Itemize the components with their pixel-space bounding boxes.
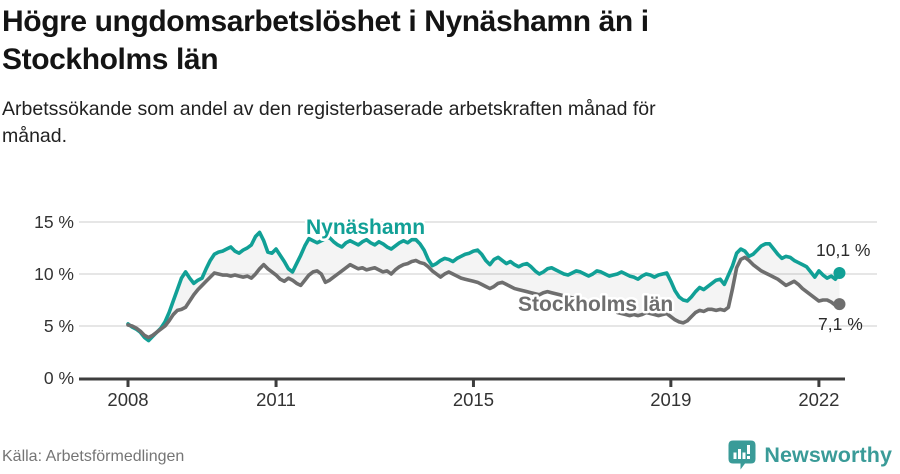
end-value-label-nynashamn: 10,1 % bbox=[816, 240, 870, 260]
x-tick-label-2022: 2022 bbox=[798, 389, 839, 410]
newsworthy-logo-icon bbox=[728, 440, 756, 470]
series-label-nynashamn: Nynäshamn bbox=[306, 216, 425, 239]
x-tick-label-2015: 2015 bbox=[453, 389, 494, 410]
subtitle-line-1: Arbetssökande som andel av den registerb… bbox=[2, 98, 656, 120]
end-dot-stockholms-lan bbox=[833, 298, 846, 311]
source-attribution: Källa: Arbetsförmedlingen bbox=[2, 448, 185, 465]
title-line-1: Högre ungdomsarbetslöshet i Nynäshamn än… bbox=[2, 5, 649, 38]
y-tick-label-0: 0 % bbox=[44, 368, 74, 388]
chart-header: Högre ungdomsarbetslöshet i Nynäshamn än… bbox=[2, 0, 862, 150]
newsworthy-wordmark: Newsworthy bbox=[764, 442, 892, 467]
chart-footer: Källa: Arbetsförmedlingen Newsworthy bbox=[0, 436, 900, 474]
newsworthy-brand: Newsworthy bbox=[728, 440, 892, 470]
x-tick-label-2011: 2011 bbox=[256, 389, 296, 410]
series-line-nynashamn bbox=[126, 230, 842, 343]
page-title: Högre ungdomsarbetslöshet i Nynäshamn än… bbox=[2, 3, 862, 79]
y-tick-label-10: 10 % bbox=[34, 264, 74, 284]
series-line-stockholms-lan bbox=[126, 255, 842, 340]
title-line-2: Stockholms län bbox=[2, 43, 219, 76]
line-chart: 2008 2011 2015 2019 2022 0 % 5 % 10 % 15 % Nynäsh… bbox=[0, 190, 900, 420]
end-value-label-stockholms-lan: 7,1 % bbox=[818, 314, 863, 334]
end-dot-nynashamn bbox=[833, 266, 846, 279]
x-tick-label-2008: 2008 bbox=[107, 389, 148, 410]
y-tick-label-5: 5 % bbox=[44, 316, 74, 336]
subtitle-line-2: månad. bbox=[2, 125, 68, 147]
series-label-stockholms-lan: Stockholms län bbox=[518, 293, 673, 316]
x-tick-label-2019: 2019 bbox=[650, 389, 691, 410]
chart-subtitle: Arbetssökande som andel av den registerb… bbox=[2, 96, 862, 150]
line-chart-svg: 2008 2011 2015 2019 2022 0 % 5 % 10 % 15 % Nynäsh… bbox=[34, 212, 877, 410]
y-tick-label-15: 15 % bbox=[34, 212, 74, 232]
